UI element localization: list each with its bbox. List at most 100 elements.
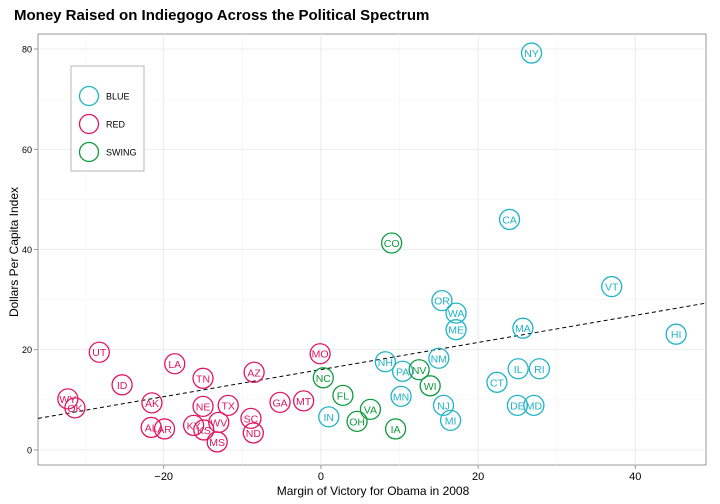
point-label-hi: HI — [671, 329, 682, 341]
point-label-de: DE — [510, 400, 525, 412]
point-label-ak: AK — [145, 398, 159, 410]
data-point-nm — [428, 347, 450, 369]
point-label-ct: CT — [490, 377, 505, 389]
data-point-al — [140, 416, 162, 439]
point-label-il: IL — [514, 364, 523, 376]
point-label-ok: OK — [67, 403, 82, 415]
point-label-ny: NY — [524, 48, 539, 60]
data-point-mn — [390, 385, 412, 407]
data-point-tn — [192, 367, 214, 389]
data-point-ca — [498, 208, 521, 231]
data-point-nc — [312, 367, 334, 389]
data-point-co — [380, 232, 403, 254]
data-point-md — [523, 394, 545, 417]
data-point-ks — [193, 419, 215, 441]
point-label-oh: OH — [349, 416, 365, 428]
data-point-tx — [217, 394, 239, 417]
point-label-wy: WY — [59, 394, 76, 406]
legend-key-swing — [78, 141, 100, 163]
point-label-tx: TX — [221, 400, 234, 412]
point-label-ga: GA — [272, 397, 287, 409]
x-tick-label: −20 — [154, 471, 173, 483]
data-point-nd — [242, 422, 264, 444]
data-point-ok — [64, 397, 86, 419]
data-point-va — [359, 398, 382, 421]
axis-layer: −20 0 20 40 0 20 40 60 80 — [22, 45, 641, 483]
data-point-ri — [528, 358, 551, 380]
data-point-or — [431, 289, 453, 312]
point-label-ms: MS — [209, 437, 225, 449]
point-label-pa: PA — [396, 366, 409, 378]
point-label-ri: RI — [534, 364, 545, 376]
y-tick-label: 0 — [27, 445, 32, 455]
point-label-mn: MN — [393, 391, 409, 403]
data-point-ms — [206, 431, 228, 453]
point-label-tn: TN — [196, 373, 210, 385]
legend-label-red: RED — [106, 120, 126, 130]
y-tick-label: 40 — [22, 245, 32, 255]
point-label-md: MD — [526, 400, 543, 412]
legend-key-red — [78, 113, 100, 135]
point-label-la: LA — [168, 359, 181, 371]
point-label-nv: NV — [412, 365, 427, 377]
data-point-sc — [240, 407, 262, 430]
point-label-co: CO — [384, 238, 400, 250]
point-label-nj: NJ — [437, 400, 450, 412]
data-point-de — [506, 394, 529, 417]
trend-layer — [37, 302, 707, 419]
data-point-ne — [192, 395, 214, 418]
legend-label-swing: SWING — [106, 148, 137, 158]
data-point-in — [318, 406, 340, 428]
point-label-or: OR — [434, 296, 450, 308]
point-label-mt: MT — [296, 396, 312, 408]
data-point-ky — [182, 414, 205, 437]
point-label-nh: NH — [378, 357, 393, 369]
data-point-vt — [601, 275, 623, 298]
data-point-ia — [384, 418, 407, 440]
legend-box — [70, 65, 145, 172]
data-point-me — [445, 319, 467, 341]
legend-label-blue: BLUE — [106, 92, 130, 102]
point-label-nm: NM — [431, 353, 447, 365]
point-label-wi: WI — [424, 381, 437, 393]
point-label-in: IN — [324, 412, 335, 424]
trend-line — [37, 302, 707, 419]
point-label-mo: MO — [312, 349, 329, 361]
point-label-me: ME — [448, 325, 464, 337]
data-point-pa — [391, 360, 414, 382]
data-point-az — [243, 361, 265, 383]
point-label-wv: WV — [210, 417, 227, 429]
data-point-ak — [141, 392, 163, 414]
x-tick-label: 20 — [472, 471, 484, 483]
data-point-wi — [419, 375, 441, 397]
point-label-ma: MA — [515, 323, 531, 335]
point-label-sc: SC — [244, 413, 259, 425]
point-label-mi: MI — [445, 415, 457, 427]
legend: BLUE RED SWING — [70, 65, 145, 172]
y-axis-title: Dollars Per Capita Index — [7, 187, 21, 317]
point-label-wa: WA — [448, 308, 465, 320]
data-point-id — [111, 374, 133, 396]
point-label-id: ID — [117, 380, 128, 392]
x-tick-label: 0 — [318, 471, 324, 483]
data-point-ny — [520, 42, 543, 64]
x-axis-title: Margin of Victory for Obama in 2008 — [277, 484, 470, 498]
point-label-nc: NC — [316, 373, 332, 385]
point-label-az: AZ — [247, 367, 261, 379]
x-tick-label: 40 — [629, 471, 641, 483]
data-point-nj — [432, 394, 455, 417]
data-point-ma — [512, 317, 534, 339]
point-label-ne: NE — [196, 401, 211, 413]
point-label-ar: AR — [157, 424, 172, 436]
point-label-ut: UT — [92, 347, 107, 359]
point-label-ia: IA — [391, 424, 401, 436]
data-point-nv — [408, 359, 430, 381]
data-point-mi — [439, 409, 462, 432]
point-label-va: VA — [364, 404, 377, 416]
